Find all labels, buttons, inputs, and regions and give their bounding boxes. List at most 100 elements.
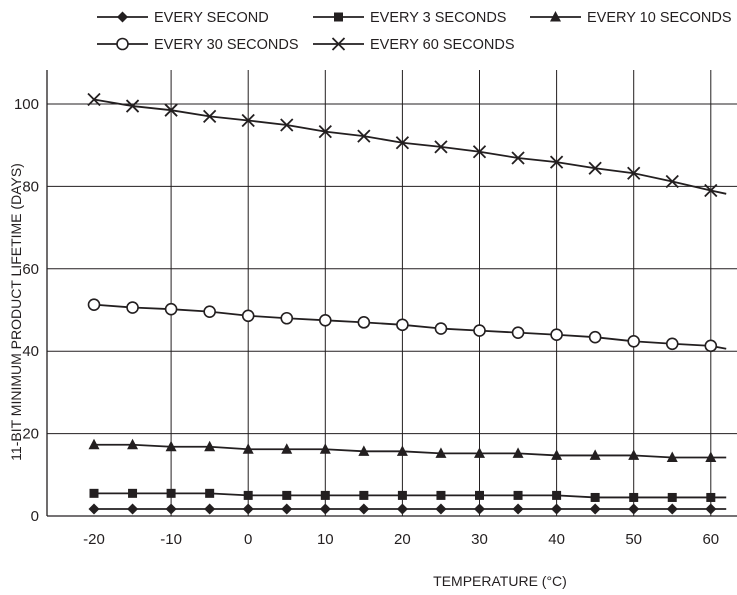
data-point-diamond [551, 503, 563, 515]
legend-item: EVERY 10 SECONDS [530, 10, 732, 26]
data-point-square [359, 490, 369, 500]
y-tick-label: 20 [22, 426, 39, 443]
data-point-x [241, 113, 255, 128]
x-tick-label: 0 [244, 531, 252, 548]
data-point-diamond [589, 503, 601, 515]
data-point-x-stroke [280, 118, 294, 132]
legend-item: EVERY 30 SECONDS [97, 37, 299, 53]
data-point-circle [116, 37, 129, 51]
y-tick-label: 80 [22, 178, 39, 195]
data-point-triangle [204, 440, 216, 452]
grid [47, 70, 737, 516]
data-point-x [87, 92, 101, 107]
series-line [94, 443, 727, 459]
data-point-triangle [358, 445, 370, 456]
data-point-diamond [474, 503, 485, 515]
legend-label: EVERY 30 SECONDS [154, 37, 299, 53]
data-point-diamond [396, 503, 408, 515]
legend-label: EVERY 10 SECONDS [587, 10, 732, 26]
legend: EVERY SECOND EVERY 3 SECONDS EVERY 10 SECO… [97, 10, 732, 53]
data-point-diamond [435, 503, 447, 515]
data-point-diamond [705, 503, 717, 515]
data-point-circle [357, 316, 371, 329]
data-point-triangle [242, 443, 254, 454]
x-tick-label: 10 [317, 531, 334, 548]
series-layer [87, 92, 727, 515]
data-point-square [166, 488, 176, 498]
data-point-triangle [88, 438, 100, 450]
data-point-x-stroke [331, 37, 346, 51]
data-point-x-stroke [704, 183, 718, 198]
data-point-triangle [589, 449, 601, 460]
x-tick-label: 50 [625, 531, 642, 548]
series-4 [87, 298, 727, 353]
data-point-x [665, 174, 679, 189]
data-point-x-stroke [125, 99, 140, 113]
data-point-square [205, 488, 215, 498]
x-tick-label: 30 [471, 531, 488, 548]
data-point-triangle [474, 447, 485, 458]
data-point-square [667, 492, 677, 502]
data-point-triangle [512, 447, 524, 458]
data-point-x [434, 140, 448, 154]
data-point-x-stroke [87, 92, 101, 107]
series-3 [88, 438, 727, 462]
data-point-triangle [551, 449, 563, 460]
data-point-triangle [550, 11, 561, 22]
data-point-x-stroke [318, 124, 332, 139]
data-point-x [203, 109, 217, 123]
data-point-square [513, 490, 523, 500]
legend-item: EVERY 3 SECONDS [313, 10, 506, 26]
legend-label: EVERY SECOND [154, 10, 269, 26]
data-point-circle [434, 322, 448, 335]
data-point-triangle [319, 443, 331, 454]
data-point-diamond [127, 503, 139, 515]
legend-item: EVERY 60 SECONDS [313, 37, 515, 53]
data-point-circle [588, 330, 602, 344]
data-point-circle [665, 337, 679, 351]
data-point-square [629, 492, 639, 502]
data-point-circle [87, 298, 101, 311]
x-axis-title: TEMPERATURE (°C) [433, 573, 567, 589]
data-point-diamond [628, 503, 640, 515]
x-tick-label: -10 [160, 531, 182, 548]
data-point-square [334, 12, 343, 22]
data-point-x [125, 99, 140, 113]
data-point-x [627, 166, 641, 180]
data-point-circle [627, 335, 641, 348]
data-point-triangle [628, 449, 640, 460]
data-point-x [280, 118, 294, 132]
data-point-x-stroke [357, 129, 371, 143]
data-point-x-stroke [588, 161, 602, 175]
tick-labels: -20 -10 0 10 20 30 40 50 60 0 20 40 60 80 100 [14, 96, 719, 548]
data-point-circle [241, 309, 255, 323]
data-point-x-stroke [665, 174, 679, 189]
y-tick-label: 60 [22, 261, 39, 278]
axes [46, 70, 737, 517]
data-point-x [331, 37, 346, 51]
data-point-square [243, 490, 253, 500]
data-point-square [552, 490, 562, 500]
data-point-diamond [281, 503, 293, 515]
data-point-diamond [358, 503, 370, 515]
data-point-x [472, 145, 487, 159]
data-point-diamond [666, 503, 678, 515]
x-tick-label: 60 [702, 531, 719, 548]
data-point-square [282, 490, 292, 500]
data-point-x-stroke [203, 109, 217, 123]
data-point-x-stroke [164, 103, 178, 117]
data-point-square [128, 488, 138, 498]
data-point-x [357, 129, 371, 143]
data-point-circle [203, 305, 216, 318]
data-point-x-stroke [549, 155, 564, 169]
series-line [94, 492, 727, 499]
legend-label: EVERY 60 SECONDS [370, 37, 515, 53]
data-point-x [318, 124, 332, 139]
data-point-x [704, 183, 718, 198]
data-point-circle [126, 301, 139, 314]
data-point-diamond [165, 503, 177, 515]
data-point-x [549, 155, 564, 169]
data-point-square [706, 492, 716, 502]
y-tick-label: 0 [31, 508, 39, 525]
